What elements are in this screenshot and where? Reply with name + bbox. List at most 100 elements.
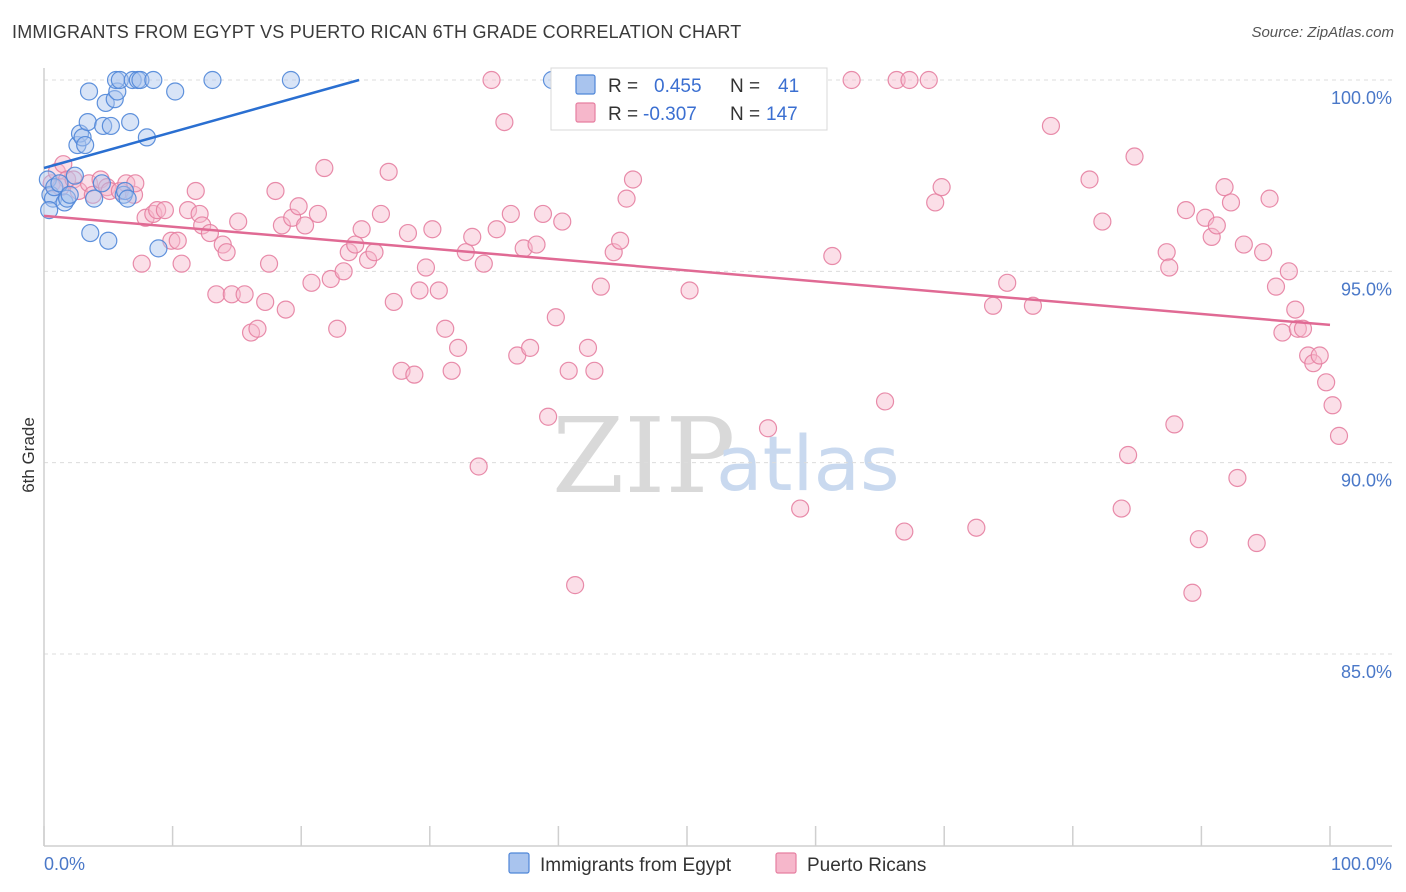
puerto-ricans-point-83 [546,308,565,327]
puerto-ricans-point-74 [487,220,506,239]
egypt-point-9 [65,166,84,185]
puerto-ricans-point-118 [1112,499,1131,518]
x-tick-label-min: 0.0% [44,854,85,874]
egypt-point-15 [81,223,100,243]
legend-box [550,67,828,131]
legend-n-label-pink: N = [730,104,760,125]
puerto-ricans-point-142 [1293,319,1313,338]
puerto-ricans-point-52 [346,235,365,254]
puerto-ricans-point-23 [172,254,191,273]
puerto-ricans-point-125 [1183,583,1202,602]
puerto-ricans-point-24 [178,201,198,220]
puerto-ricans-point-87 [578,338,598,357]
series-immigrants-from-egypt [38,70,562,258]
legend-r-value-blue: 0.455 [654,76,702,97]
puerto-ricans-point-50 [334,262,353,281]
puerto-ricans-point-26 [190,204,209,224]
puerto-ricans-point-19 [148,201,167,220]
legend-n-value-blue: 41 [778,76,799,97]
puerto-ricans-point-45 [302,273,321,292]
puerto-ricans-point-141 [1288,319,1307,338]
puerto-ricans-point-112 [983,296,1003,315]
egypt-point-35 [144,70,163,90]
puerto-ricans-point-109 [926,193,945,212]
puerto-ricans-point-11 [100,181,119,201]
puerto-ricans-point-99 [758,419,778,438]
puerto-ricans-point-36 [248,319,267,338]
puerto-ricans-point-123 [1165,415,1184,434]
puerto-ricans-point-134 [1247,533,1266,553]
puerto-ricans-point-146 [1317,373,1336,392]
puerto-ricans-point-32 [222,285,241,304]
puerto-ricans-point-133 [1234,235,1253,254]
puerto-ricans-point-131 [1221,193,1241,212]
gridlines [44,79,1392,655]
correlation-legend: R = 0.455 N = 41 R = -0.307 N = 147 [550,67,828,131]
chart-title: IMMIGRANTS FROM EGYPT VS PUERTO RICAN 6T… [12,22,742,42]
series-puerto-ricans [42,70,1349,602]
egypt-point-17 [85,189,104,208]
puerto-ricans-point-88 [585,361,604,380]
puerto-ricans-point-110 [932,178,951,197]
puerto-ricans-point-68 [448,338,468,357]
y-tick-labels: 85.0% 90.0% 95.0% 100.0% [1331,88,1392,682]
puerto-ricans-point-132 [1228,468,1247,488]
puerto-ricans-point-55 [365,243,384,262]
puerto-ricans-point-15 [126,174,145,193]
puerto-ricans-point-47 [315,158,334,178]
egypt-point-16 [79,82,99,101]
puerto-ricans-point-140 [1286,300,1305,319]
puerto-ricans-point-22 [168,231,187,250]
puerto-ricans-point-115 [1041,116,1061,136]
egypt-point-33 [131,70,150,90]
puerto-ricans-point-107 [900,70,919,90]
puerto-ricans-point-86 [566,576,585,595]
puerto-ricans-point-111 [967,518,986,537]
legend-r-label-blue: R = [608,76,638,97]
puerto-ricans-point-63 [416,258,436,277]
x-tick-marks [43,826,1331,846]
watermark-atlas: atlas [716,419,900,508]
puerto-ricans-point-49 [328,319,347,338]
puerto-ricans-point-106 [895,522,914,541]
puerto-ricans-point-25 [186,181,205,201]
puerto-ricans-point-40 [272,216,292,235]
egypt-point-31 [123,70,142,90]
puerto-ricans-point-84 [553,212,572,231]
puerto-ricans-point-105 [887,70,906,90]
puerto-ricans-point-34 [235,285,254,304]
puerto-ricans-point-136 [1260,189,1279,208]
puerto-ricans-point-56 [371,204,391,224]
puerto-ricans-point-137 [1266,277,1286,296]
puerto-ricans-point-114 [1023,296,1043,315]
legend-n-value-pink: 147 [766,104,798,125]
puerto-ricans-point-64 [423,220,442,239]
trend-line-puerto-ricans [43,214,1331,327]
source-label: Source: ZipAtlas.com [1251,24,1394,41]
puerto-ricans-point-135 [1254,243,1273,262]
puerto-ricans-point-70 [463,227,482,246]
puerto-ricans-point-75 [495,112,514,132]
egypt-point-8 [60,185,79,204]
egypt-point-20 [96,93,115,113]
puerto-ricans-point-31 [217,243,236,262]
puerto-ricans-point-148 [1329,426,1349,445]
puerto-ricans-point-41 [276,300,295,319]
puerto-ricans-point-80 [527,235,546,254]
puerto-ricans-point-65 [429,281,448,300]
puerto-ricans-point-37 [256,292,275,312]
puerto-ricans-point-139 [1279,262,1298,281]
egypt-point-29 [118,189,137,208]
puerto-ricans-point-96 [680,281,699,300]
puerto-ricans-point-138 [1273,323,1292,342]
puerto-ricans-point-147 [1323,396,1342,415]
egypt-point-18 [92,174,111,193]
puerto-ricans-point-79 [521,338,540,357]
puerto-ricans-point-71 [469,457,488,476]
puerto-ricans-point-119 [1118,445,1138,465]
puerto-ricans-point-72 [474,254,493,273]
puerto-ricans-point-62 [410,281,429,300]
x-tick-label-max: 100.0% [1331,854,1392,874]
puerto-ricans-point-67 [442,361,461,380]
puerto-ricans-point-122 [1160,258,1179,277]
